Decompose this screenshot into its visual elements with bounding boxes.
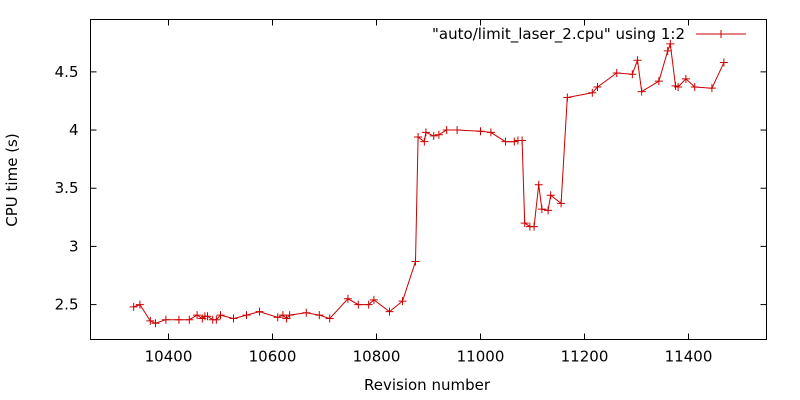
data-point [557, 199, 566, 208]
data-point [273, 313, 282, 322]
data-point [193, 311, 202, 320]
series-layer [129, 39, 728, 328]
x-tick-label: 10600 [249, 348, 297, 366]
data-point [544, 206, 553, 215]
data-point [612, 69, 621, 78]
data-point [285, 311, 294, 320]
data-point [510, 137, 519, 146]
data-point [146, 316, 155, 325]
y-tick-label: 4.5 [55, 63, 79, 81]
series-line [133, 43, 725, 324]
y-axis-label: CPU time (s) [3, 133, 21, 226]
y-tick-label: 3 [69, 237, 79, 255]
data-point [501, 137, 510, 146]
data-point [161, 315, 170, 324]
data-point [628, 70, 637, 79]
data-point [278, 311, 287, 320]
data-point [429, 131, 438, 140]
data-point [369, 295, 378, 304]
data-point [212, 315, 221, 324]
data-point [434, 130, 443, 139]
data-point [325, 314, 334, 323]
x-tick-label: 10400 [145, 348, 193, 366]
data-point [216, 311, 225, 320]
data-point [666, 39, 675, 48]
x-tick-label: 11000 [457, 348, 505, 366]
data-point [486, 128, 495, 137]
data-point [637, 87, 646, 96]
data-point [546, 191, 555, 200]
data-point [302, 308, 311, 317]
data-point [719, 58, 728, 67]
data-point [476, 127, 485, 136]
y-axis: 2.5 3 3.5 4 4.5 [55, 63, 767, 314]
legend-label: "auto/limit_laser_2.cpu" using 1:2 [432, 25, 685, 44]
data-point [690, 82, 699, 91]
data-point [354, 300, 363, 309]
data-point [707, 84, 716, 93]
data-point [398, 297, 407, 306]
data-point [530, 222, 539, 231]
data-point [411, 257, 420, 266]
data-point [364, 300, 373, 309]
x-tick-label: 10800 [353, 348, 401, 366]
x-tick-label: 11400 [665, 348, 713, 366]
y-tick-label: 2.5 [55, 296, 79, 314]
legend-plus [717, 30, 725, 38]
data-point [315, 311, 324, 320]
data-point [681, 74, 690, 83]
x-tick-label: 11200 [561, 348, 609, 366]
data-point [563, 93, 572, 102]
data-point [203, 312, 212, 321]
data-point [537, 205, 546, 214]
data-point [129, 302, 138, 311]
data-point [588, 88, 597, 97]
data-point [518, 136, 527, 145]
y-tick-label: 3.5 [55, 179, 79, 197]
x-axis: 10400 10600 10800 11000 11200 11400 [145, 19, 713, 366]
data-point [385, 307, 394, 316]
data-point [421, 128, 430, 137]
data-point [414, 133, 423, 142]
data-point [229, 314, 238, 323]
x-axis-label: Revision number [364, 376, 491, 394]
data-point [674, 82, 683, 91]
data-point [520, 219, 529, 228]
data-point [174, 315, 183, 324]
data-point [654, 77, 663, 86]
y-tick-label: 4 [69, 121, 79, 139]
plot-frame [90, 19, 767, 340]
data-point [242, 311, 251, 320]
data-point [593, 82, 602, 91]
data-point [135, 300, 144, 309]
legend: "auto/limit_laser_2.cpu" using 1:2 [432, 25, 746, 44]
data-point [343, 294, 352, 303]
data-point [442, 126, 451, 135]
data-point [633, 56, 642, 65]
data-point [151, 319, 160, 328]
data-point [663, 46, 672, 55]
data-point [420, 137, 429, 146]
legend-marker [717, 30, 725, 38]
data-point [534, 180, 543, 189]
data-point [185, 315, 194, 324]
data-point [453, 126, 462, 135]
data-point [255, 307, 264, 316]
